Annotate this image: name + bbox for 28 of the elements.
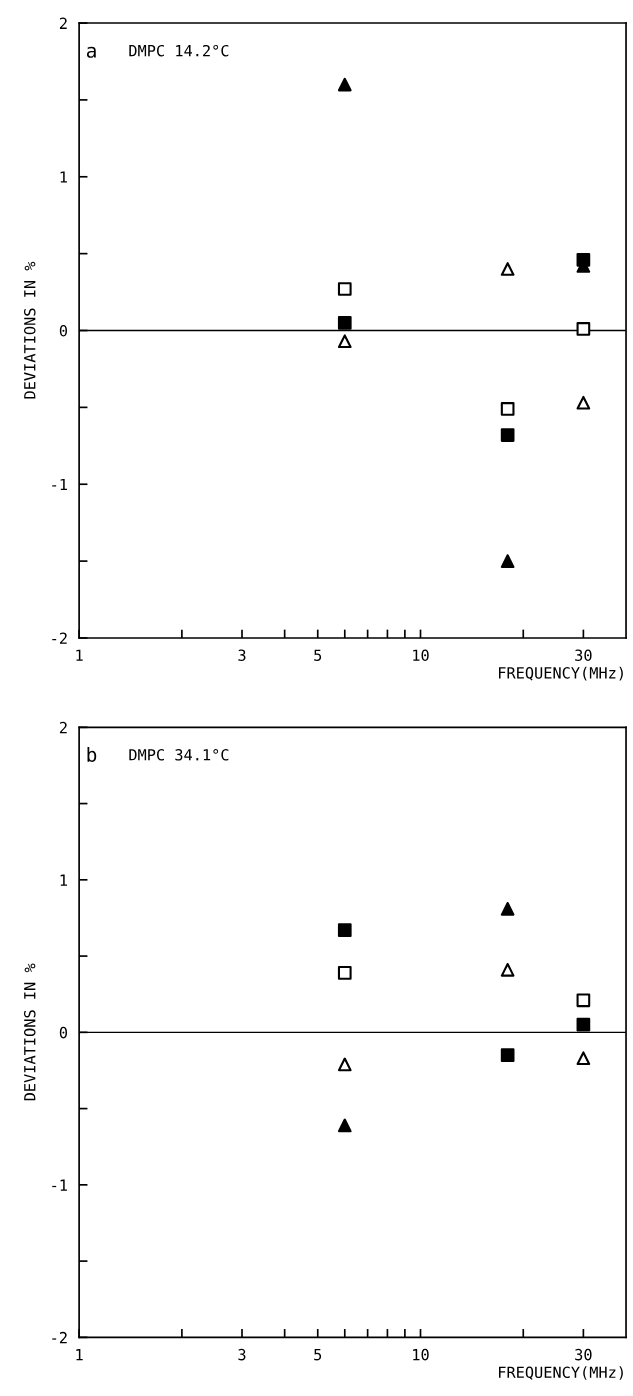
x-tick-label: 3	[238, 649, 246, 661]
y-tick-label: -1	[52, 478, 67, 491]
text: DMPC 14.2°C	[129, 44, 229, 57]
y-tick-label: -2	[52, 632, 67, 644]
y-tick-label: 0	[59, 325, 68, 337]
x-tick-label: 3	[238, 1348, 246, 1361]
y-axis-title: DEVIATIONS IN %	[23, 963, 36, 1101]
x-tick-label: 30	[575, 1348, 592, 1361]
y-tick-label: 2	[59, 17, 67, 29]
y-tick-label: 1	[60, 171, 67, 183]
x-tick-label: 5	[314, 1349, 322, 1361]
x-axis-title: FREQUENCY(MHz)	[499, 1366, 623, 1380]
y-tick-label: 2	[59, 721, 67, 734]
y-axis-title: DEVIATIONS IN %	[23, 261, 36, 399]
y-tick-label: 1	[60, 874, 67, 886]
x-tick-label: 5	[314, 649, 322, 661]
x-tick-label: 1	[76, 1349, 83, 1361]
x-tick-label: 10	[413, 1348, 429, 1361]
x-tick-label: 1	[76, 649, 83, 661]
text: DMPC 34.1°C	[129, 749, 229, 761]
y-tick-label: -1	[52, 1179, 67, 1191]
x-axis-title: FREQUENCY(MHz)	[499, 666, 623, 681]
annotation: b	[87, 746, 97, 762]
x-tick-label: 30	[575, 649, 592, 661]
y-tick-label: -2	[52, 1331, 67, 1344]
annotation: a	[86, 46, 96, 58]
y-tick-label: 0	[59, 1026, 68, 1039]
x-tick-label: 10	[413, 649, 429, 661]
